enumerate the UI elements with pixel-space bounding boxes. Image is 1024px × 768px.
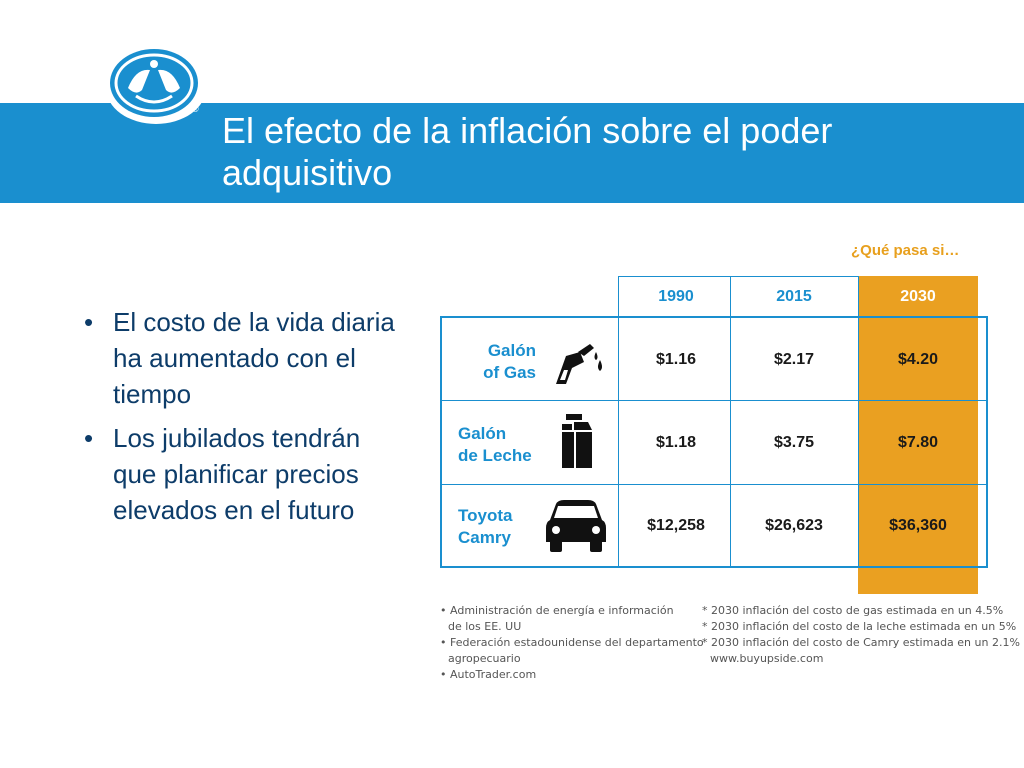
what-if-label: ¿Qué pasa si…	[851, 242, 960, 259]
row-label-line: de Leche	[458, 446, 532, 465]
row-label-line: of Gas	[483, 363, 536, 382]
year-header: 1990	[658, 288, 694, 305]
table-divider	[858, 276, 859, 568]
source-item: de los EE. UU	[440, 619, 704, 635]
row-label-line: Camry	[458, 528, 511, 547]
footnote: * 2030 inflación del costo de gas estima…	[702, 604, 1004, 617]
bullet-item: El costo de la vida diaria ha aumentado …	[82, 304, 402, 412]
source-item: agropecuario	[440, 651, 704, 667]
row-label-gas: Galón of Gas	[478, 340, 536, 384]
source-text: agropecuario	[448, 652, 521, 665]
table-border	[618, 276, 858, 277]
price-cell: $3.75	[773, 434, 815, 451]
footnote: * 2030 inflación del costo de Camry esti…	[702, 636, 1020, 649]
price-cell: $26,623	[765, 517, 823, 534]
source-text: Administración de energía e información	[450, 604, 674, 617]
source-text: AutoTrader.com	[450, 668, 537, 681]
footnote: * 2030 inflación del costo de la leche e…	[702, 620, 1017, 633]
page-title: El efecto de la inflación sobre el poder…	[222, 110, 833, 193]
row-label-car: Toyota Camry	[458, 505, 512, 549]
bullet-list: El costo de la vida diaria ha aumentado …	[82, 304, 402, 536]
price-cell: $1.18	[655, 434, 697, 451]
price-cell: $4.20	[897, 351, 939, 368]
table-divider	[440, 484, 988, 485]
footnotes: * 2030 inflación del costo de gas estima…	[702, 603, 1020, 667]
allstate-logo-icon	[106, 49, 206, 124]
table-divider	[730, 276, 731, 568]
row-label-line: Galón	[487, 341, 536, 360]
milk-carton-icon	[562, 414, 592, 468]
price-cell: $2.17	[773, 351, 815, 368]
table-divider	[440, 400, 988, 401]
car-icon	[546, 500, 606, 552]
year-header: 2015	[776, 288, 812, 305]
price-table	[440, 316, 988, 568]
row-label-milk: Galón de Leche	[458, 423, 532, 467]
footnote-link[interactable]: www.buyupside.com	[710, 652, 824, 665]
price-cell: $7.80	[897, 434, 939, 451]
price-cell: $1.16	[655, 351, 697, 368]
source-text: de los EE. UU	[448, 620, 522, 633]
price-cell: $12,258	[647, 517, 705, 534]
source-item: • AutoTrader.com	[440, 668, 537, 681]
gas-pump-icon	[556, 344, 602, 384]
bullet-item: Los jubilados tendrán que planificar pre…	[82, 420, 402, 528]
registered-mark: ®	[192, 104, 199, 114]
row-label-line: Toyota	[458, 506, 513, 525]
highlight-column-2030	[858, 276, 978, 594]
table-divider	[618, 276, 619, 568]
source-item: • Administración de energía e informació…	[440, 604, 674, 617]
source-item: • Federación estadounidense del departam…	[440, 636, 704, 649]
sources-list: • Administración de energía e informació…	[440, 603, 704, 683]
row-label-line: Galón	[458, 424, 507, 443]
source-text: Federación estadounidense del departamen…	[450, 636, 704, 649]
price-cell: $36,360	[889, 517, 947, 534]
year-header: 2030	[900, 288, 936, 305]
